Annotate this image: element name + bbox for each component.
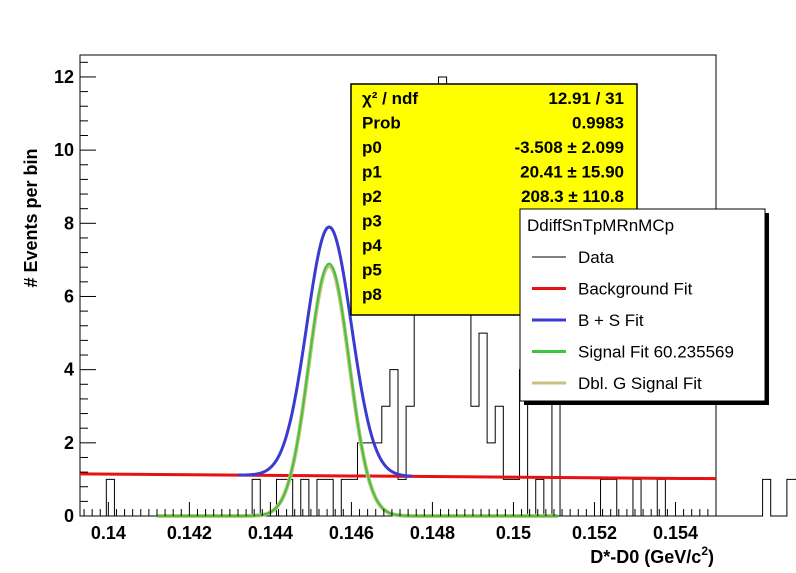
stats-row-value: 20.41 ± 15.90 [520, 163, 624, 182]
legend-box [519, 208, 766, 402]
legend-title: DdiffSnTpMRnMCp [527, 216, 674, 235]
legend: DdiffSnTpMRnMCp Data Background Fit B + S F… [519, 208, 769, 405]
y-tick-label: 4 [64, 360, 74, 380]
y-tick-label: 6 [64, 286, 74, 306]
x-tick-label: 0.142 [167, 523, 212, 543]
legend-entry-label: Dbl. G Signal Fit [578, 374, 702, 393]
y-tick-label: 12 [54, 67, 74, 87]
x-tick-label: 0.14 [91, 523, 126, 543]
stats-row-value: 12.91 / 31 [548, 89, 624, 108]
stats-row-label: p5 [362, 261, 382, 280]
b-plus-s-fit-curve [237, 225, 413, 478]
stats-row-label: p2 [362, 187, 382, 206]
stats-row-value: 208.3 ± 110.8 [521, 187, 624, 206]
x-tick-label: 0.154 [653, 523, 698, 543]
x-tick-label: 0.144 [248, 523, 293, 543]
y-tick-label: 0 [64, 506, 74, 526]
x-tick-label: 0.148 [410, 523, 455, 543]
y-tick-label: 8 [64, 213, 74, 233]
y-tick-label: 10 [54, 140, 74, 160]
histogram-layer [98, 76, 796, 517]
legend-entry-label: Data [578, 248, 614, 267]
x-tick-label: 0.146 [329, 523, 374, 543]
stats-row-label: p8 [362, 285, 382, 304]
legend-entry-label: Signal Fit 60.235569 [578, 343, 734, 362]
axes-layer: 0.14 0.142 0.144 0.146 0.148 0.15 0.152 0.154 0 2… [54, 61, 709, 543]
stats-row-value: 0.9983 [572, 114, 624, 133]
background-fit-curve [79, 472, 717, 481]
y-axis-title: # Events per bin [21, 148, 41, 287]
stats-row-label: p0 [362, 138, 382, 157]
legend-entry-label: Background Fit [578, 280, 693, 299]
stats-row-label: χ² / ndf [362, 89, 418, 108]
histogram-data-outline [98, 76, 796, 517]
stats-row-label: p4 [362, 236, 382, 255]
x-tick-label: 0.15 [496, 523, 531, 543]
stats-row-label: p3 [362, 212, 382, 231]
stats-row-label: p1 [362, 163, 382, 182]
fit-curves-layer [79, 225, 717, 518]
stats-row-label: Prob [362, 114, 401, 133]
legend-entry-label: B + S Fit [578, 311, 644, 330]
stats-row-value: -3.508 ± 2.099 [514, 138, 624, 157]
x-axis-title: D*-D0 (GeV/c2) [590, 544, 714, 567]
x-axis-title-main: D*-D0 (GeV/c [590, 547, 701, 567]
x-axis-title-sup: 2 [701, 544, 708, 558]
x-tick-label: 0.152 [572, 523, 617, 543]
signal-fit-curve [156, 262, 559, 517]
y-tick-label: 2 [64, 433, 74, 453]
x-axis-title-close: ) [708, 547, 714, 567]
